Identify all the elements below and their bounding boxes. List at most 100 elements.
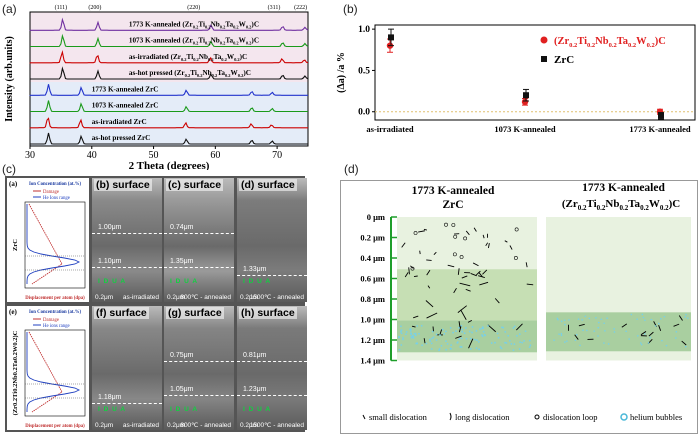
dislocation bbox=[457, 305, 467, 313]
panel-label-b: (b) bbox=[343, 2, 358, 16]
x-category-label: as-irradiated bbox=[366, 124, 413, 134]
depth-tick-label: 0.6 μm bbox=[360, 274, 385, 284]
dislocation bbox=[433, 251, 437, 256]
sem-panel: (g) surface 0.75μm 1.05μm I D U A 0.2μm 800℃ … bbox=[164, 306, 234, 430]
sem-band-label: I D U A bbox=[170, 278, 199, 285]
dislocation bbox=[419, 250, 421, 255]
helium-bubble bbox=[685, 313, 687, 316]
dislocation bbox=[457, 268, 460, 275]
legend-label-hea: (Zr0.2​Ti0.2​Nb0.2​Ta0.2​W0.2​)C bbox=[554, 36, 666, 49]
helium-bubble bbox=[523, 339, 526, 342]
sem-caption: 800℃ - annealed bbox=[180, 422, 231, 429]
sem-caption: as-irradiated bbox=[122, 422, 159, 429]
sem-depth-line bbox=[92, 267, 162, 268]
helium-bubble bbox=[505, 342, 508, 344]
helium-bubble bbox=[460, 346, 463, 348]
helium-bubble bbox=[414, 334, 417, 337]
legend-he: He ions range bbox=[43, 324, 70, 329]
damage-curve bbox=[28, 331, 63, 413]
profile-plot-hea: (e) Ion Concentration (at.%) Damage He ions… bbox=[7, 306, 89, 430]
dislocation bbox=[504, 240, 508, 243]
helium-bubble bbox=[586, 329, 588, 332]
helium-bubble bbox=[478, 348, 480, 351]
helium-bubble bbox=[469, 347, 472, 350]
depth-tick-label: 1.2 μm bbox=[360, 335, 385, 345]
helium-bubble bbox=[636, 318, 638, 320]
long-dislocation-icon bbox=[449, 412, 452, 421]
sem-scale-bar: 0.2μm bbox=[167, 422, 186, 429]
helium-bubble bbox=[504, 341, 506, 344]
helium-bubble bbox=[405, 333, 407, 336]
helium-bubble bbox=[654, 325, 657, 327]
dislocation bbox=[473, 227, 477, 232]
sem-depth-value: 0.75μm bbox=[170, 352, 194, 359]
helium-bubble bbox=[430, 348, 433, 350]
schematic-right-title: 1773 K-annealed bbox=[582, 182, 665, 194]
helium-bubble bbox=[577, 318, 580, 320]
dislocation bbox=[485, 242, 489, 247]
depth-tick-label: 1.4 μm bbox=[360, 356, 385, 366]
helium-bubble bbox=[432, 336, 435, 339]
dislocation bbox=[423, 228, 428, 231]
dislocation-loop bbox=[444, 222, 448, 227]
helium-bubble bbox=[613, 331, 616, 333]
helium-bubble bbox=[449, 347, 452, 350]
sem-scale-bar: 0.2μm bbox=[95, 422, 114, 429]
sem-panel: (c) surface 0.74μm 1.35μm I D U A 0.2μm 800℃ … bbox=[164, 178, 234, 302]
dislocation bbox=[475, 270, 481, 276]
sem-band-label: I D U A bbox=[98, 406, 127, 413]
hea-zone-deep bbox=[546, 312, 691, 352]
dislocation bbox=[426, 312, 438, 319]
helium-bubble bbox=[460, 324, 463, 327]
dislocation bbox=[574, 334, 579, 340]
helium-bubble bbox=[400, 329, 403, 332]
helium-bubble bbox=[507, 334, 510, 337]
helium-bubble bbox=[435, 339, 438, 341]
helium-bubble bbox=[524, 330, 527, 333]
helium-bubble bbox=[460, 337, 463, 340]
helium-bubble bbox=[412, 335, 414, 338]
he-curve bbox=[26, 332, 81, 412]
x-tick-label: 60 bbox=[210, 150, 220, 161]
helium-bubble bbox=[663, 315, 666, 318]
sem-panel: (b) surface 1.00μm 1.10μm I D U A 0.2μm as-ir… bbox=[92, 178, 162, 302]
panel-label-c: (c) bbox=[2, 162, 16, 176]
sem-depth-value: 1.35μm bbox=[170, 258, 194, 265]
sem-depth-value: 1.05μm bbox=[170, 386, 194, 393]
helium-bubble bbox=[574, 339, 577, 342]
x-tick-label: 70 bbox=[272, 150, 282, 161]
helium-bubble bbox=[449, 326, 452, 329]
helium-bubble bbox=[494, 341, 496, 344]
dislocation bbox=[423, 338, 426, 344]
dislocation-loop bbox=[459, 255, 464, 259]
helium-bubble bbox=[413, 332, 416, 335]
helium-bubble bbox=[644, 319, 646, 321]
dislocation bbox=[447, 264, 455, 268]
helium-bubble bbox=[465, 337, 468, 340]
profile-ylabel: (Zr0.2Ti0.2Nb0.2Ta0.2W0.2)C bbox=[12, 330, 19, 415]
helium-bubble bbox=[496, 332, 499, 335]
helium-bubble bbox=[658, 322, 660, 325]
helium-bubble bbox=[518, 333, 521, 336]
sem-caption: 800℃ - annealed bbox=[180, 294, 231, 301]
helium-bubble bbox=[400, 325, 402, 328]
dislocation bbox=[487, 243, 490, 249]
helium-bubble bbox=[598, 321, 600, 324]
dislocation bbox=[525, 262, 528, 268]
profile-plot-zrc: (a) Ion Concentration (at.%) Damage He Ions… bbox=[7, 178, 89, 302]
y-axis-label: (Δa) /a % bbox=[336, 52, 347, 93]
dislocation bbox=[460, 309, 467, 320]
helium-bubble bbox=[428, 338, 431, 341]
dislocation bbox=[509, 245, 513, 250]
helium-bubble bbox=[625, 330, 627, 333]
sem-band-label: I D U A bbox=[170, 406, 199, 413]
helium-bubble bbox=[435, 333, 438, 336]
profile-frame bbox=[24, 201, 86, 289]
dislocation bbox=[418, 230, 425, 233]
helium-bubble bbox=[597, 335, 599, 337]
helium-bubble bbox=[639, 342, 642, 344]
helium-bubble bbox=[481, 327, 483, 330]
data-point-zrc bbox=[658, 112, 664, 119]
hkl-label: (222) bbox=[294, 4, 307, 11]
dislocation bbox=[468, 338, 474, 349]
